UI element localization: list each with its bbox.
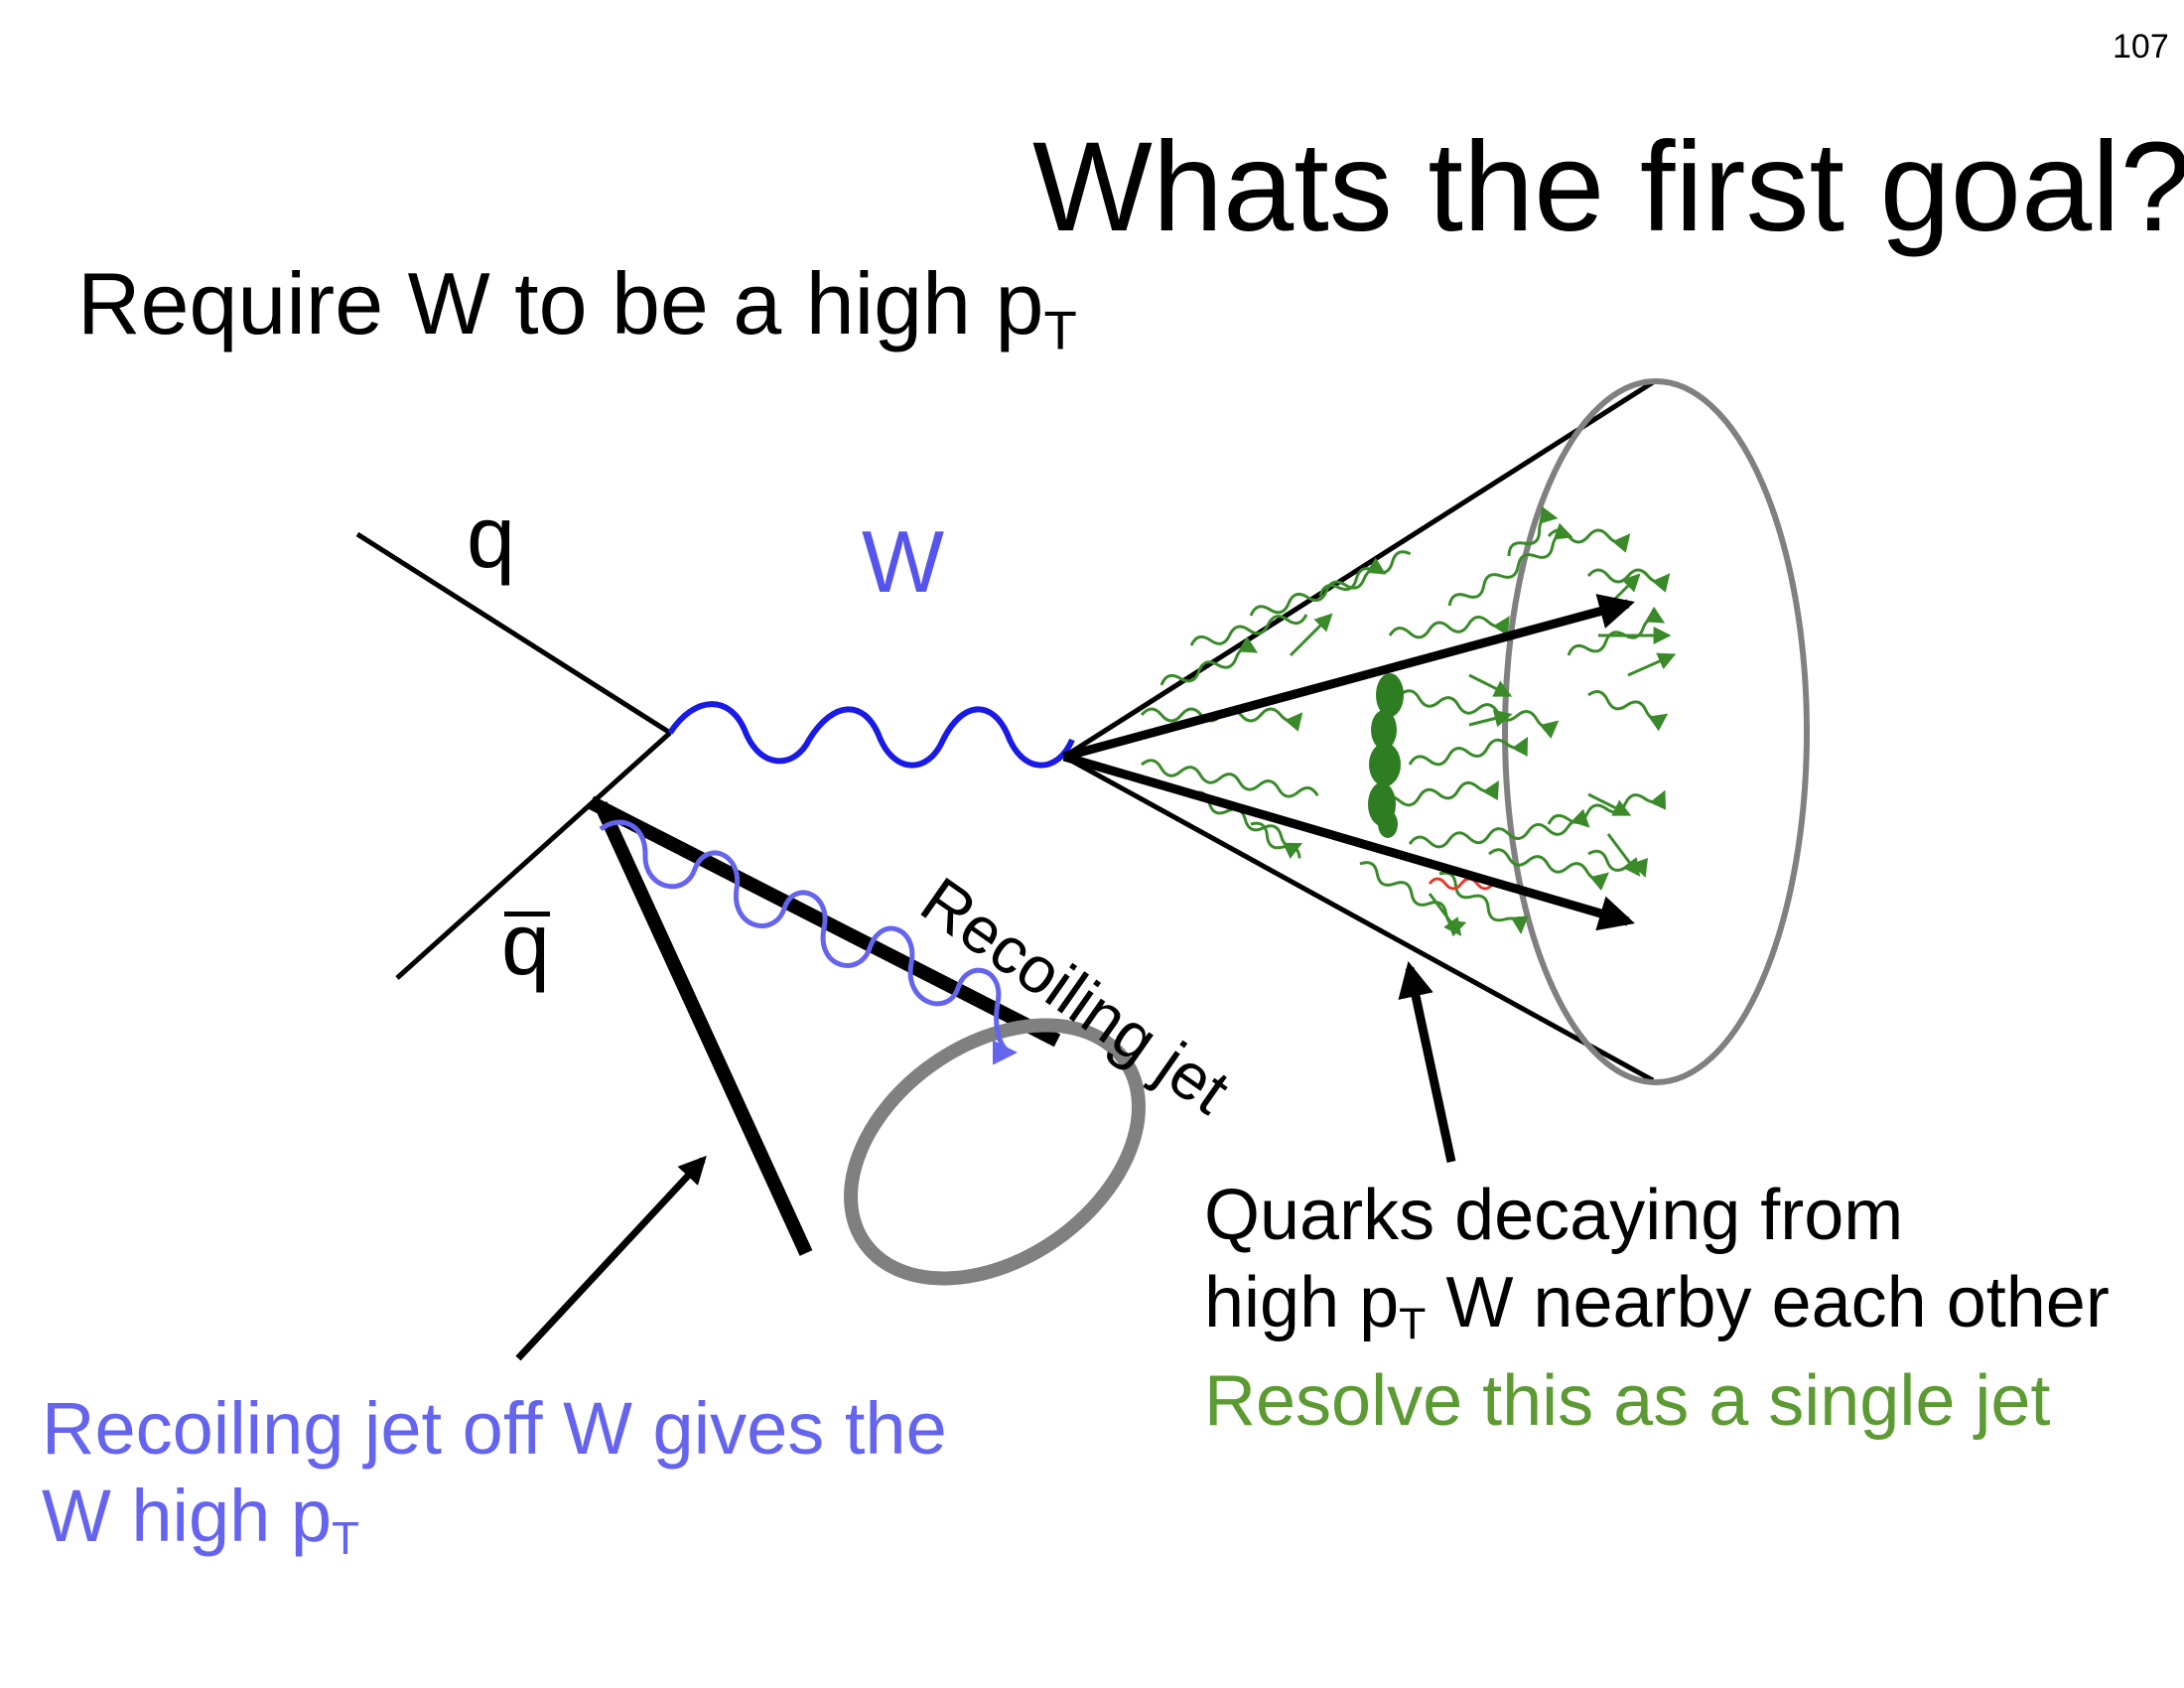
quark-arrow-upper: [1062, 594, 1635, 762]
quarks-note: Quarks decaying from high pT W nearby ea…: [1204, 1172, 2110, 1368]
quarks-note-arrow: [1398, 960, 1456, 1163]
decay-cone-rim: [1502, 378, 1810, 1085]
antiquark-label: q: [501, 895, 550, 993]
quarks-note-line2: high pT W nearby each other: [1204, 1263, 2110, 1349]
page-title: Whats the first goal?: [1032, 116, 2184, 258]
quark-line: [355, 531, 672, 736]
shower-blob: [1368, 673, 1404, 838]
recoil-note-line2: W high pT: [42, 1475, 360, 1564]
antiquark-line: [395, 731, 672, 980]
subtitle-text: Require W to be a high p: [77, 254, 1044, 352]
subtitle-subscript: T: [1043, 300, 1077, 361]
page-number: 107: [2113, 28, 2169, 66]
decay-cone: [1062, 378, 1810, 1085]
w-boson-label: W: [862, 512, 945, 611]
recoil-note: Recoiling jet off W gives the W high pT: [42, 1385, 947, 1582]
recoil-note-arrow: [515, 1155, 707, 1361]
recoil-note-line1: Recoiling jet off W gives the: [42, 1387, 947, 1470]
quarks-note-line1: Quarks decaying from: [1204, 1176, 1904, 1255]
resolve-note: Resolve this as a single jet: [1204, 1361, 2051, 1441]
subtitle: Require W to be a high pT: [77, 253, 1077, 361]
w-boson-line: [667, 701, 1075, 769]
recoil-cone-rim: [844, 1018, 1146, 1286]
red-gluon-detail: [1428, 877, 1495, 891]
quark-arrow-lower: [1062, 752, 1635, 931]
antiquark-bar: [504, 912, 550, 916]
parton-shower: [1140, 506, 1677, 937]
quark-label: q: [467, 488, 515, 586]
recoil-cone: [587, 795, 1146, 1286]
recoil-gluon: [599, 819, 1018, 1065]
